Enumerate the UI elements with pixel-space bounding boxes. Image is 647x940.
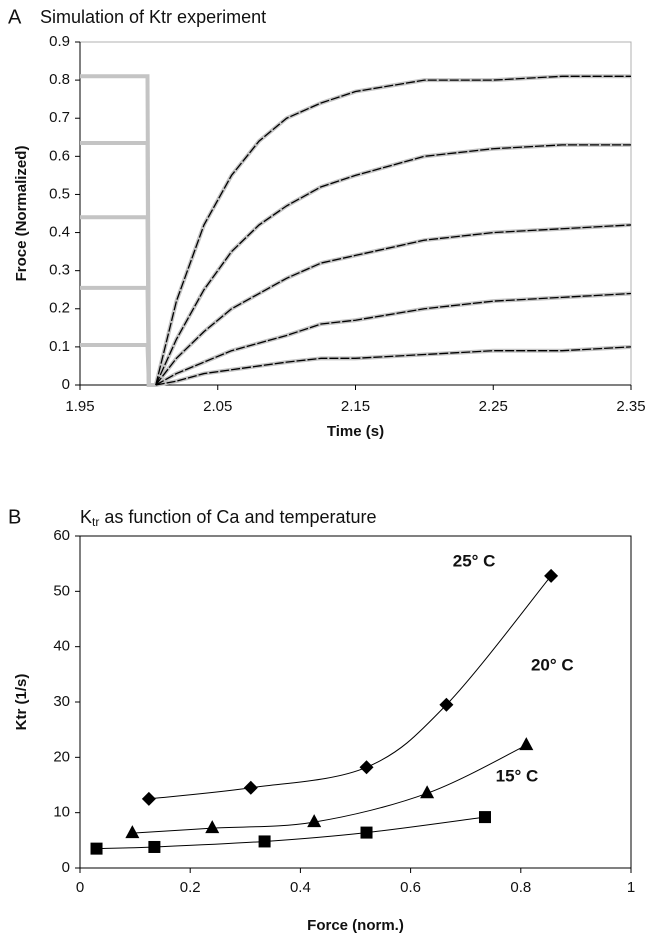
series-line	[155, 346, 632, 386]
y-tick-label: 0.3	[49, 262, 70, 279]
marker	[478, 811, 491, 824]
panel-label: B	[8, 506, 21, 528]
marker	[360, 826, 373, 839]
x-tick-label: 2.35	[616, 398, 645, 415]
marker	[519, 737, 534, 751]
marker	[307, 814, 322, 828]
y-tick-label: 0.1	[49, 338, 70, 355]
y-tick-label: 0.6	[49, 147, 70, 164]
marker	[90, 842, 103, 855]
y-tick-label: 0.4	[49, 224, 70, 241]
marker	[125, 825, 140, 839]
y-tick-label: 20	[53, 748, 70, 765]
y-axis-label: Ktr (1/s)	[13, 674, 30, 731]
x-tick-label: 2.05	[203, 398, 232, 415]
marker	[243, 780, 258, 795]
x-tick-label: 0.6	[400, 879, 421, 896]
x-tick-label: 0.4	[290, 879, 311, 896]
series-label: 15° C	[496, 767, 539, 786]
marker	[359, 760, 374, 775]
marker	[148, 840, 161, 853]
title-subscript: tr	[92, 515, 99, 529]
x-tick-label: 1	[627, 879, 635, 896]
series-label: 25° C	[453, 551, 496, 570]
title-base: K	[80, 507, 92, 527]
chart-title: Ktr as function of Ca and temperature	[80, 507, 377, 529]
y-tick-label: 30	[53, 693, 70, 710]
x-axis-label: Time (s)	[327, 423, 384, 440]
series-line	[155, 292, 632, 386]
y-tick-label: 0	[62, 376, 70, 393]
title-rest: as function of Ca and temperature	[99, 507, 376, 527]
y-axis-label: Froce (Normalized)	[13, 146, 30, 282]
fit-curve	[148, 575, 552, 800]
y-tick-label: 40	[53, 638, 70, 655]
y-tick-label: 0.7	[49, 109, 70, 126]
y-tick-label: 0.8	[49, 71, 70, 88]
x-tick-label: 2.25	[479, 398, 508, 415]
y-tick-label: 0.9	[49, 33, 70, 50]
y-tick-label: 0.2	[49, 300, 70, 317]
chart-title: Simulation of Ktr experiment	[40, 7, 266, 27]
series-label: 20° C	[531, 656, 574, 675]
y-tick-label: 60	[53, 527, 70, 544]
y-tick-label: 0.5	[49, 185, 70, 202]
y-tick-label: 50	[53, 582, 70, 599]
series-line	[155, 224, 632, 386]
x-tick-label: 1.95	[65, 398, 94, 415]
x-tick-label: 0	[76, 879, 84, 896]
x-tick-label: 0.2	[180, 879, 201, 896]
marker	[205, 820, 220, 834]
panel-label: A	[8, 6, 22, 28]
marker	[141, 791, 156, 806]
y-tick-label: 0	[62, 859, 70, 876]
marker	[258, 835, 271, 848]
y-tick-label: 10	[53, 804, 70, 821]
series-line	[155, 144, 631, 386]
plot-frame	[79, 535, 632, 869]
marker	[439, 697, 454, 712]
x-tick-label: 2.15	[341, 398, 370, 415]
marker	[544, 568, 559, 583]
x-tick-label: 0.8	[510, 879, 531, 896]
series-line	[155, 75, 631, 386]
marker	[420, 785, 435, 799]
x-axis-label: Force (norm.)	[307, 917, 404, 934]
